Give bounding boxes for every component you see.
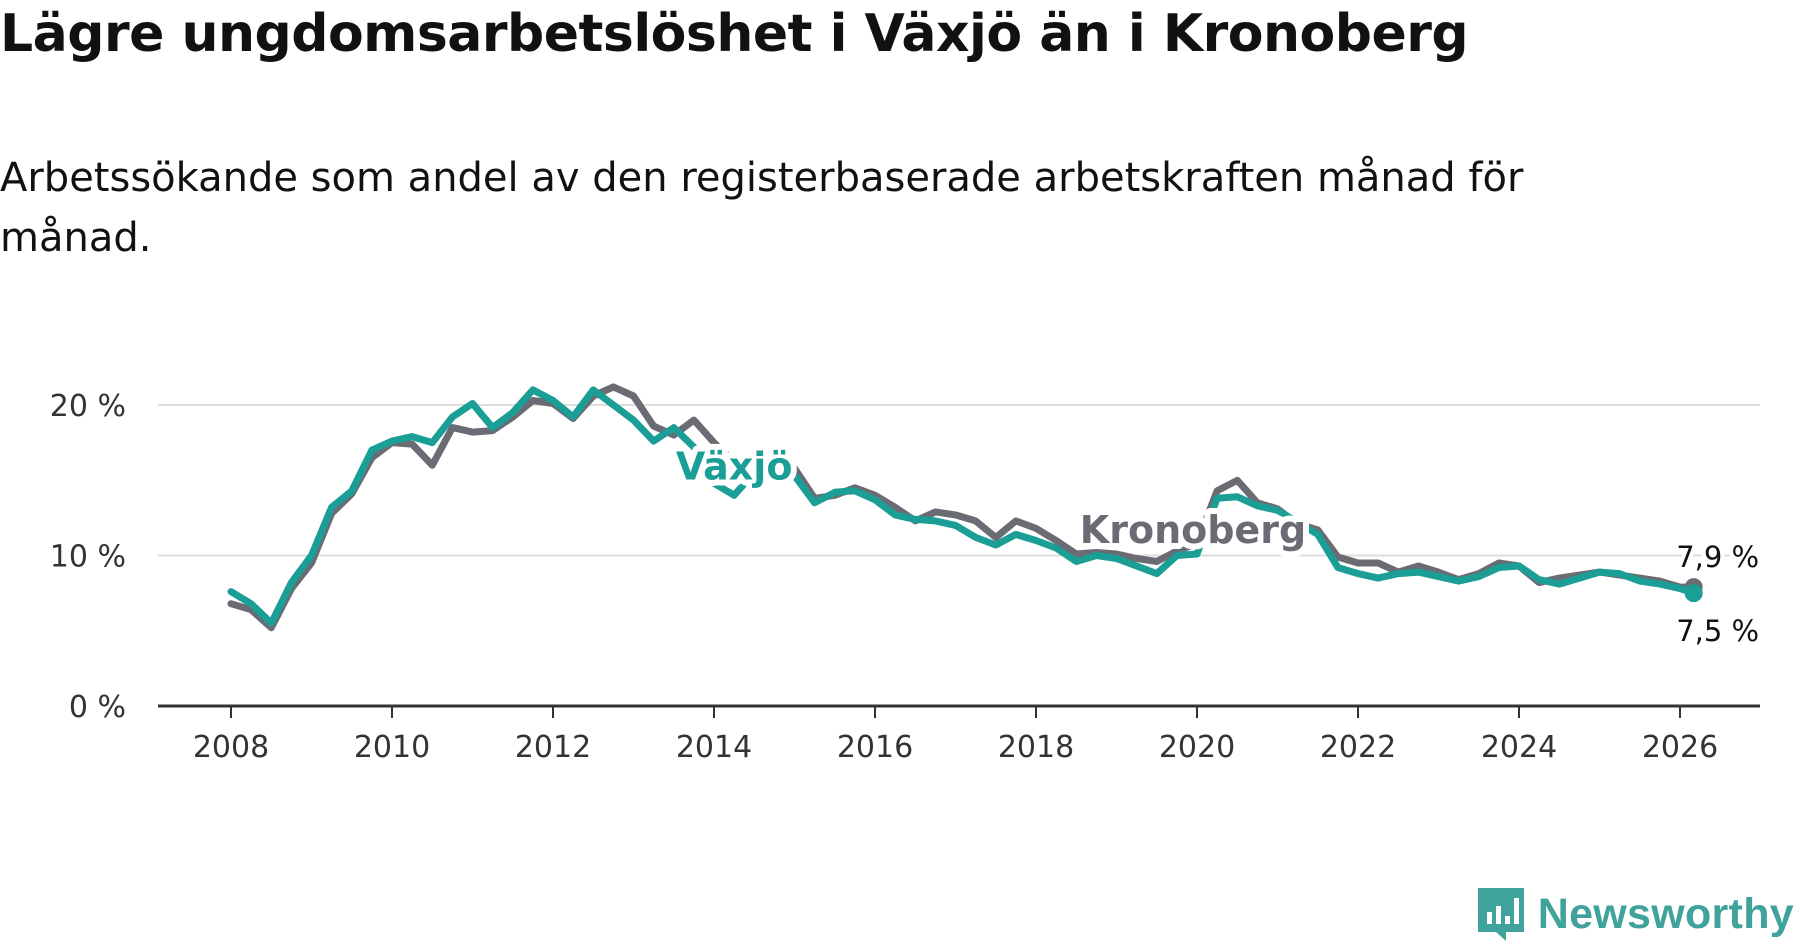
brand-name: Newsworthy — [1537, 889, 1794, 938]
x-tick-label: 2016 — [837, 730, 913, 765]
end-value-label-växjö: 7,5 % — [1676, 614, 1759, 648]
y-tick-label: 0 % — [69, 690, 126, 725]
series-label-växjö: Växjö — [676, 445, 793, 489]
end-label-halo: 7,5 % — [1676, 614, 1759, 648]
end-value-label-kronoberg: 7,9 % — [1676, 540, 1759, 574]
series-label-halo: Kronoberg — [1080, 508, 1306, 552]
axes: 0 % 10 % 20 % 2008 2010 2012 2014 2016 2018 2020 2… — [50, 389, 1760, 765]
y-tick-label: 10 % — [50, 540, 126, 575]
series-label-kronoberg: Kronoberg — [1080, 508, 1306, 552]
series-lines — [227, 383, 1703, 632]
x-tick-label: 2024 — [1481, 730, 1557, 765]
end-label-halo: 7,9 % — [1676, 540, 1759, 574]
x-tick-label: 2014 — [676, 730, 752, 765]
series-label-halo: Växjö — [676, 445, 793, 489]
x-tick-label: 2008 — [193, 730, 269, 765]
gridlines — [158, 404, 1760, 557]
chart-subtitle: Arbetssökande som andel av den registerb… — [0, 155, 1524, 261]
newsworthy-logo-icon — [1477, 888, 1524, 941]
series-line-växjö — [227, 386, 1698, 627]
x-tick-label: 2020 — [1159, 730, 1235, 765]
brand[interactable]: Newsworthy — [1476, 886, 1794, 942]
x-tick-label: 2026 — [1642, 730, 1718, 765]
end-point-växjö — [1684, 584, 1703, 603]
y-tick-label: 20 % — [50, 389, 126, 424]
x-tick-label: 2022 — [1320, 730, 1396, 765]
chart-title: Lägre ungdomsarbetslöshet i Växjö än i K… — [0, 4, 1469, 64]
x-tick-label: 2012 — [515, 730, 591, 765]
x-tick-label: 2010 — [354, 730, 430, 765]
x-tick-label: 2018 — [998, 730, 1074, 765]
